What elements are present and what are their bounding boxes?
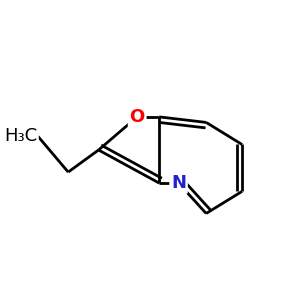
Text: H₃C: H₃C (5, 127, 38, 145)
Text: N: N (171, 174, 186, 192)
Text: O: O (130, 108, 145, 126)
